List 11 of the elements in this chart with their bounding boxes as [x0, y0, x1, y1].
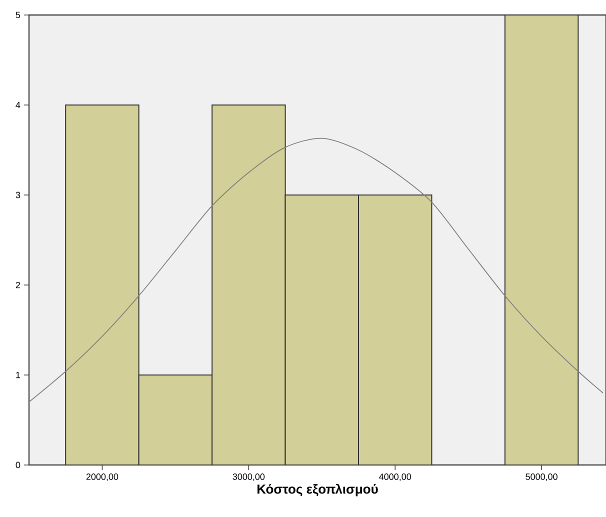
y-tick-label: 1	[16, 372, 20, 378]
y-tick-label: 2	[16, 282, 20, 288]
x-tick-label: 5000,00	[526, 474, 558, 481]
x-tick-label: 2000,00	[86, 474, 118, 481]
x-tick-label: 3000,00	[232, 474, 265, 481]
y-tick-label: 3	[16, 192, 20, 198]
x-tick-label: 4000,00	[379, 474, 412, 481]
y-tick-label: 4	[16, 102, 20, 108]
x-axis-title: Κόστος εξοπλισμού	[258, 484, 378, 496]
y-tick-label: 5	[16, 12, 20, 18]
y-tick-label: 0	[16, 462, 20, 468]
